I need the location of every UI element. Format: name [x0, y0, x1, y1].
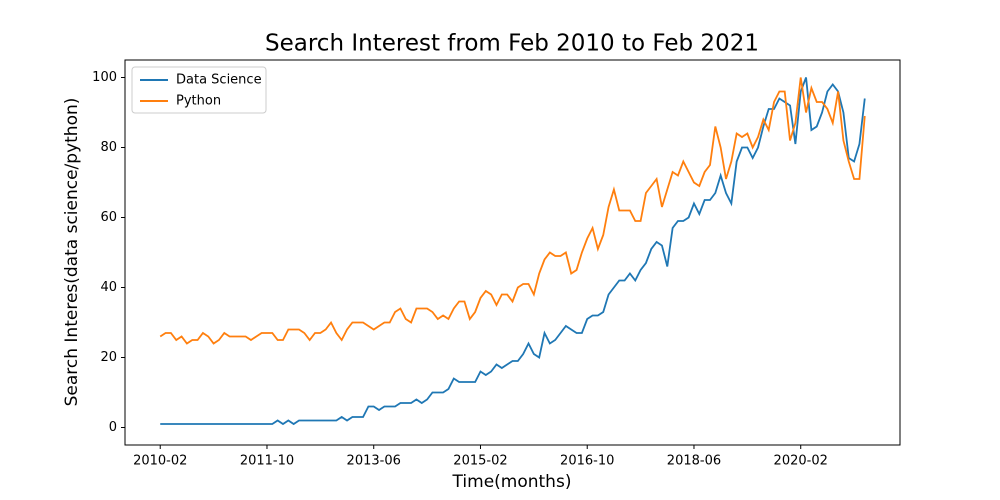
y-tick-label: 20 [100, 350, 117, 365]
y-axis-label: Search Interes(data science/python) [62, 98, 82, 407]
x-tick-label: 2015-02 [453, 454, 507, 469]
y-tick-label: 80 [100, 140, 117, 155]
x-tick-label: 2020-02 [774, 454, 828, 469]
chart-title: Search Interest from Feb 2010 to Feb 202… [265, 31, 759, 57]
x-tick-label: 2018-06 [667, 454, 721, 469]
line-series [160, 77, 866, 426]
legend-label: Python [176, 94, 221, 109]
legend-label: Data Science [176, 73, 262, 88]
x-tick-label: 2011-10 [240, 454, 294, 469]
x-tick-label: 2013-06 [347, 454, 401, 469]
x-tick-label: 2016-10 [560, 454, 614, 469]
x-tick-label: 2010-02 [133, 454, 187, 469]
x-axis-label: Time(months) [452, 472, 572, 492]
line-series [159, 77, 866, 345]
y-tick-label: 100 [92, 70, 117, 85]
y-tick-label: 0 [109, 420, 117, 435]
plot-frame [124, 59, 901, 446]
y-tick-label: 60 [100, 210, 117, 225]
y-tick-label: 40 [100, 280, 117, 295]
